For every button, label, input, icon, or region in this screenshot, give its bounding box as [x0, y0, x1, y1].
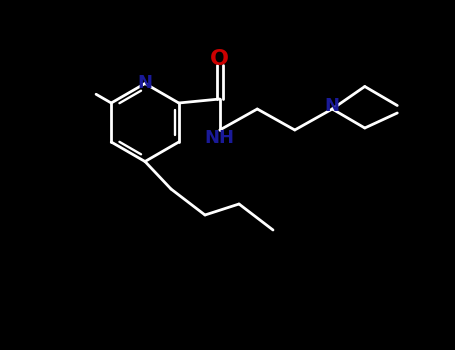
Text: N: N [137, 75, 152, 92]
Text: O: O [210, 49, 229, 69]
Text: NH: NH [205, 128, 235, 147]
Text: N: N [325, 97, 340, 114]
